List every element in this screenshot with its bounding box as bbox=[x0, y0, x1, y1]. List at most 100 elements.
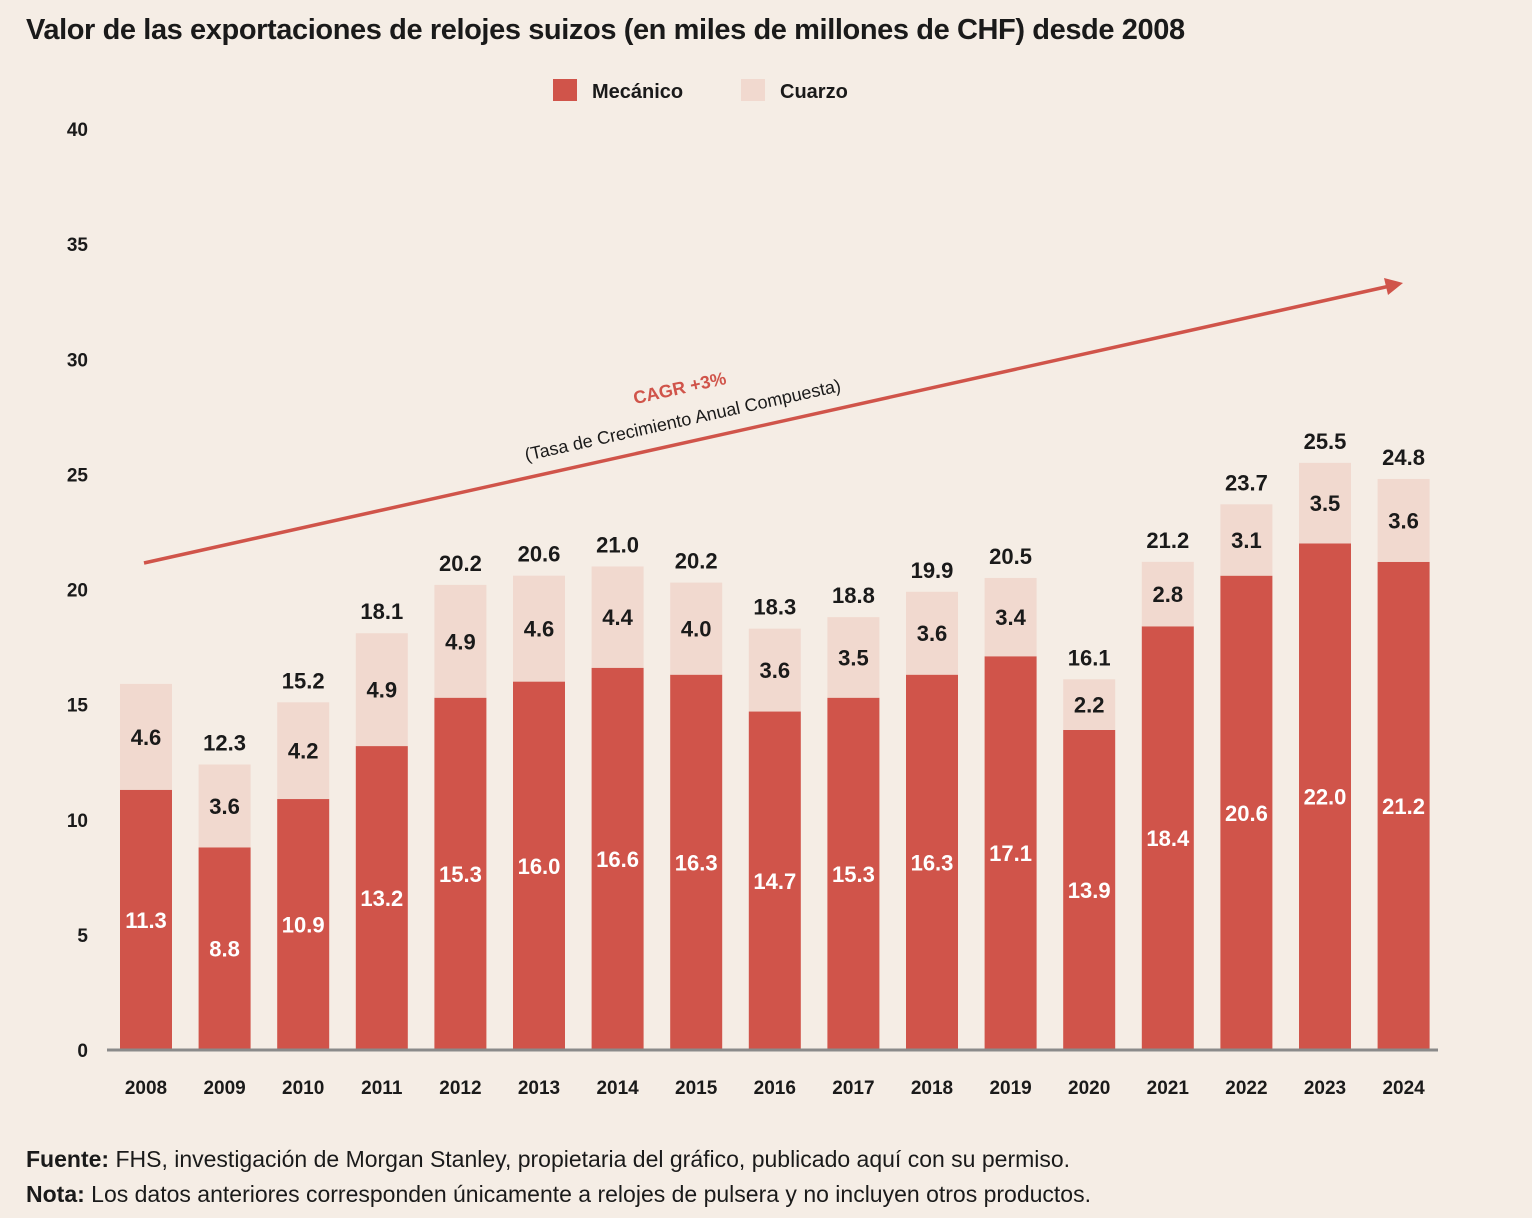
chart-title: Valor de las exportaciones de relojes su… bbox=[26, 14, 1185, 46]
data-label-mecanico: 10.9 bbox=[282, 913, 325, 938]
data-label-mecanico: 15.3 bbox=[832, 862, 875, 887]
cagr-arrow-head bbox=[1384, 278, 1403, 295]
bar-mecanico bbox=[591, 667, 644, 1050]
data-label-mecanico: 16.3 bbox=[675, 850, 718, 875]
source-line: Fuente: FHS, investigación de Morgan Sta… bbox=[26, 1142, 1091, 1177]
bar-cuarzo bbox=[591, 566, 644, 668]
x-tick-label: 2017 bbox=[832, 1078, 874, 1099]
data-label-total: 18.3 bbox=[753, 595, 796, 620]
data-label-total: 23.7 bbox=[1225, 470, 1268, 495]
y-tick-label: 15 bbox=[67, 696, 89, 717]
bar-cuarzo bbox=[1063, 679, 1116, 730]
bar-cuarzo bbox=[670, 582, 723, 675]
data-label-mecanico: 16.3 bbox=[911, 850, 954, 875]
y-tick-label: 40 bbox=[67, 120, 88, 141]
data-label-cuarzo: 4.0 bbox=[681, 617, 712, 642]
bar-mecanico bbox=[198, 847, 251, 1050]
bar-cuarzo bbox=[120, 683, 172, 790]
bar-mecanico bbox=[355, 746, 408, 1050]
x-tick-label: 2012 bbox=[439, 1078, 481, 1099]
note-label: Nota: bbox=[26, 1181, 85, 1207]
bar-mecanico bbox=[748, 711, 801, 1050]
bar-cuarzo bbox=[748, 628, 801, 712]
data-label-cuarzo: 4.9 bbox=[445, 629, 476, 654]
chart-footer: Fuente: FHS, investigación de Morgan Sta… bbox=[26, 1142, 1091, 1212]
data-label-cuarzo: 2.2 bbox=[1074, 693, 1105, 718]
y-tick-label: 20 bbox=[67, 581, 88, 602]
x-tick-label: 2009 bbox=[203, 1078, 245, 1099]
x-tick-label: 2011 bbox=[361, 1078, 403, 1099]
bar-mecanico bbox=[1220, 575, 1273, 1050]
bar-mecanico bbox=[120, 789, 172, 1050]
legend-swatch-cuarzo bbox=[741, 79, 765, 101]
data-label-total: 21.2 bbox=[1146, 528, 1189, 553]
bar-cuarzo bbox=[198, 764, 251, 848]
data-label-cuarzo: 3.6 bbox=[1388, 508, 1419, 533]
bar-cuarzo bbox=[1220, 504, 1273, 576]
bar-mecanico bbox=[827, 697, 880, 1050]
data-label-cuarzo: 4.4 bbox=[602, 605, 633, 630]
bar-cuarzo bbox=[984, 577, 1037, 657]
data-label-total: 20.2 bbox=[439, 551, 482, 576]
data-label-total: 16.1 bbox=[1068, 645, 1111, 670]
data-label-cuarzo: 4.6 bbox=[524, 617, 555, 642]
x-tick-label: 2015 bbox=[675, 1078, 718, 1099]
x-tick-label: 2019 bbox=[989, 1078, 1031, 1099]
data-label-mecanico: 14.7 bbox=[753, 869, 796, 894]
x-tick-label: 2022 bbox=[1225, 1078, 1267, 1099]
bar-cuarzo bbox=[1299, 462, 1351, 544]
y-tick-label: 0 bbox=[77, 1041, 88, 1062]
x-tick-label: 2010 bbox=[282, 1078, 324, 1099]
data-label-cuarzo: 3.6 bbox=[917, 621, 948, 646]
bar-mecanico bbox=[513, 681, 565, 1050]
data-label-mecanico: 21.2 bbox=[1382, 794, 1425, 819]
note-text: Los datos anteriores corresponden únicam… bbox=[84, 1181, 1091, 1207]
y-tick-label: 10 bbox=[67, 811, 88, 832]
data-label-mecanico: 20.6 bbox=[1225, 801, 1268, 826]
data-label-total: 12.3 bbox=[203, 730, 246, 755]
data-label-cuarzo: 4.2 bbox=[288, 739, 319, 764]
data-label-cuarzo: 3.5 bbox=[1310, 491, 1341, 516]
data-label-mecanico: 13.2 bbox=[360, 886, 403, 911]
data-label-total: 20.6 bbox=[518, 542, 561, 567]
data-label-cuarzo: 2.8 bbox=[1153, 582, 1184, 607]
source-text: FHS, investigación de Morgan Stanley, pr… bbox=[109, 1146, 1071, 1172]
data-label-mecanico: 8.8 bbox=[209, 937, 240, 962]
data-label-total: 15.2 bbox=[282, 668, 325, 693]
data-label-cuarzo: 4.6 bbox=[131, 725, 162, 750]
data-label-total: 24.8 bbox=[1382, 445, 1425, 470]
legend-label-cuarzo: Cuarzo bbox=[780, 81, 848, 103]
data-label-total: 25.5 bbox=[1304, 429, 1347, 454]
bar-cuarzo bbox=[906, 591, 958, 675]
bar-cuarzo bbox=[827, 617, 880, 698]
data-label-total: 20.5 bbox=[989, 544, 1032, 569]
x-tick-label: 2021 bbox=[1147, 1078, 1190, 1099]
data-label-mecanico: 22.0 bbox=[1304, 785, 1347, 810]
data-label-total: 18.1 bbox=[360, 599, 403, 624]
data-label-cuarzo: 3.6 bbox=[760, 658, 791, 683]
x-tick-label: 2023 bbox=[1304, 1078, 1346, 1099]
x-tick-label: 2018 bbox=[911, 1078, 953, 1099]
y-tick-label: 35 bbox=[67, 235, 89, 256]
data-label-mecanico: 17.1 bbox=[989, 841, 1032, 866]
bar-cuarzo bbox=[1141, 561, 1194, 627]
legend-swatch-mecanico bbox=[553, 79, 577, 101]
bar-cuarzo bbox=[277, 702, 330, 800]
x-tick-label: 2020 bbox=[1068, 1078, 1110, 1099]
bar-mecanico bbox=[670, 674, 723, 1050]
x-tick-label: 2016 bbox=[754, 1078, 796, 1099]
data-label-cuarzo: 3.1 bbox=[1231, 528, 1262, 553]
data-label-mecanico: 13.9 bbox=[1068, 878, 1111, 903]
data-label-mecanico: 11.3 bbox=[125, 908, 167, 933]
data-label-total: 19.9 bbox=[911, 558, 954, 583]
data-label-total: 21.0 bbox=[596, 532, 639, 557]
bar-mecanico bbox=[984, 656, 1037, 1050]
bar-mecanico bbox=[1299, 543, 1351, 1050]
data-label-cuarzo: 3.5 bbox=[838, 645, 869, 670]
x-tick-label: 2014 bbox=[596, 1078, 639, 1099]
y-tick-label: 30 bbox=[67, 350, 88, 371]
bar-mecanico bbox=[906, 674, 958, 1050]
x-tick-label: 2013 bbox=[518, 1078, 560, 1099]
data-label-mecanico: 16.6 bbox=[596, 847, 639, 872]
bar-mecanico bbox=[1063, 729, 1116, 1050]
